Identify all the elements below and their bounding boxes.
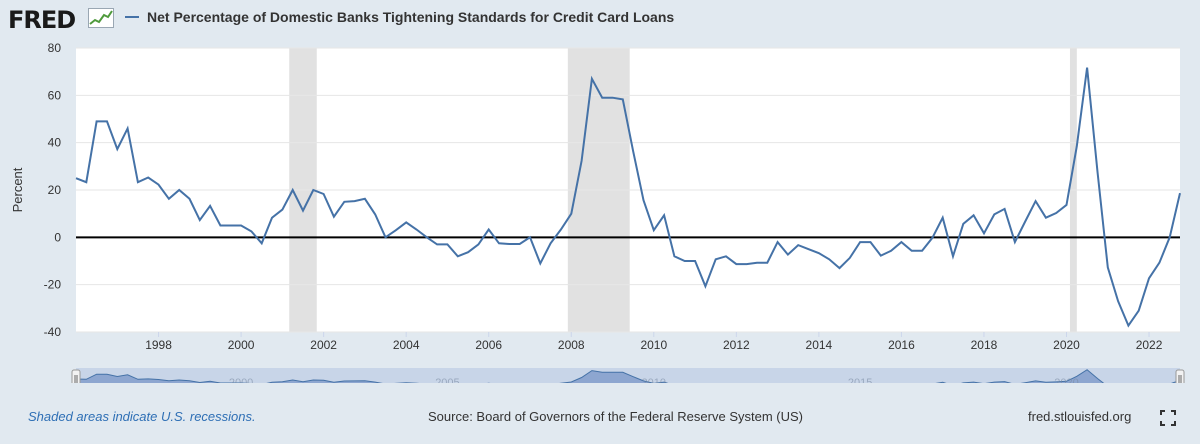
navigator-label: 2015: [848, 377, 872, 383]
navigator-handle-left[interactable]: [71, 369, 81, 383]
x-tick-label: 2016: [888, 338, 915, 352]
x-tick-label: 1998: [145, 338, 172, 352]
x-tick-label: 2004: [393, 338, 420, 352]
fullscreen-icon[interactable]: [1160, 410, 1176, 426]
chart-header: FRED Net Percentage of Domestic Banks Ti…: [0, 0, 1200, 40]
range-navigator[interactable]: 2000 2005 2010 2015 2020: [71, 368, 1185, 383]
navigator-label: 2000: [229, 377, 253, 383]
y-tick-label: 60: [48, 88, 62, 102]
y-axis-label: Percent: [10, 167, 25, 212]
x-tick-label: 2020: [1053, 338, 1080, 352]
line-chart[interactable]: 80 60 40 20 0 -20 -40 1998 2000 2002 2004 2006 2008…: [0, 38, 1200, 383]
navigator-label: 2010: [642, 377, 666, 383]
y-tick-label: -40: [44, 325, 62, 339]
navigator-area: [75, 369, 1181, 383]
navigator-handle-right[interactable]: [1175, 369, 1185, 383]
x-tick-labels: 1998 2000 2002 2004 2006 2008 2010 2012 2014 2016…: [145, 332, 1163, 352]
navigator-label: 2005: [435, 377, 459, 383]
x-tick-label: 2002: [310, 338, 337, 352]
x-tick-label: 2014: [806, 338, 833, 352]
source-text: Source: Board of Governors of the Federa…: [428, 409, 803, 424]
legend[interactable]: Net Percentage of Domestic Banks Tighten…: [125, 9, 674, 25]
legend-swatch: [125, 16, 139, 18]
legend-label: Net Percentage of Domestic Banks Tighten…: [147, 9, 675, 25]
x-tick-label: 2018: [971, 338, 998, 352]
trend-graph-icon: [88, 8, 114, 28]
fred-logo[interactable]: FRED: [8, 6, 76, 34]
y-tick-label: -20: [44, 278, 62, 292]
navigator-label: 2020: [1054, 377, 1078, 383]
y-tick-label: 0: [54, 230, 61, 244]
x-tick-label: 2006: [475, 338, 502, 352]
x-tick-label: 2000: [228, 338, 255, 352]
x-tick-label: 2022: [1136, 338, 1163, 352]
recession-note[interactable]: Shaded areas indicate U.S. recessions.: [28, 409, 256, 424]
x-tick-label: 2008: [558, 338, 585, 352]
y-tick-label: 20: [48, 183, 62, 197]
y-tick-labels: 80 60 40 20 0 -20 -40: [44, 41, 62, 339]
series-line: [75, 67, 1181, 328]
y-tick-label: 80: [48, 41, 62, 55]
x-tick-label: 2010: [640, 338, 667, 352]
x-tick-label: 2012: [723, 338, 750, 352]
y-tick-label: 40: [48, 136, 62, 150]
site-link[interactable]: fred.stlouisfed.org: [1028, 409, 1132, 424]
